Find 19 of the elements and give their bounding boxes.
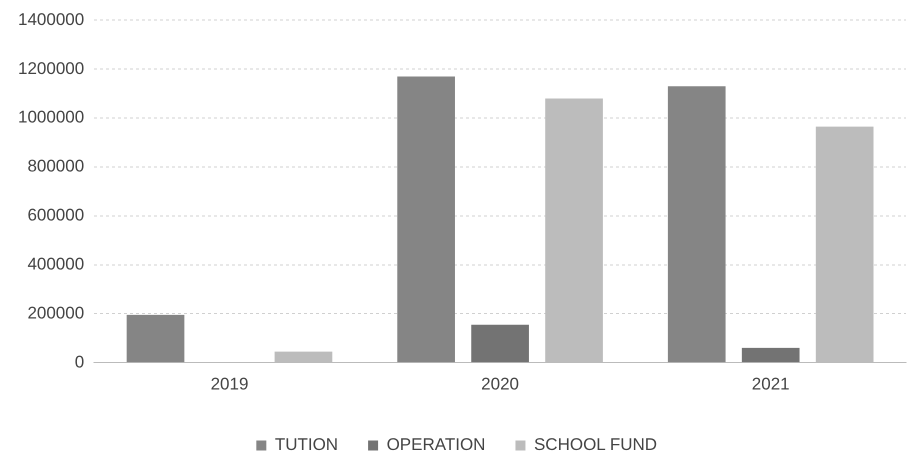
y-tick-label: 1000000 <box>18 108 84 127</box>
y-tick-label: 200000 <box>27 303 84 322</box>
bar <box>471 324 529 362</box>
y-tick-label: 400000 <box>27 254 84 274</box>
y-tick-label: 1200000 <box>18 58 84 78</box>
y-tick-label: 800000 <box>27 156 84 176</box>
legend-label: TUTION <box>274 435 338 454</box>
bar <box>668 86 726 362</box>
y-tick-label: 600000 <box>27 206 84 225</box>
legend-label: OPERATION <box>386 435 486 454</box>
legend-label: SCHOOL FUND <box>534 435 658 454</box>
bar <box>397 76 455 362</box>
x-tick-label: 2019 <box>210 374 248 394</box>
bar <box>126 314 184 362</box>
y-tick-label: 0 <box>74 352 84 372</box>
bar <box>742 348 800 362</box>
y-tick-label: 1400000 <box>18 10 84 29</box>
x-tick-label: 2021 <box>752 374 790 394</box>
x-tick-label: 2020 <box>481 374 520 394</box>
